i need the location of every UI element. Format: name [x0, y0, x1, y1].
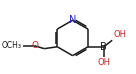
- Text: O: O: [31, 41, 38, 50]
- Text: N: N: [69, 15, 76, 25]
- Text: B: B: [100, 42, 107, 52]
- Text: OH: OH: [97, 58, 110, 67]
- Text: OCH₃: OCH₃: [2, 41, 22, 50]
- Text: OH: OH: [113, 30, 126, 39]
